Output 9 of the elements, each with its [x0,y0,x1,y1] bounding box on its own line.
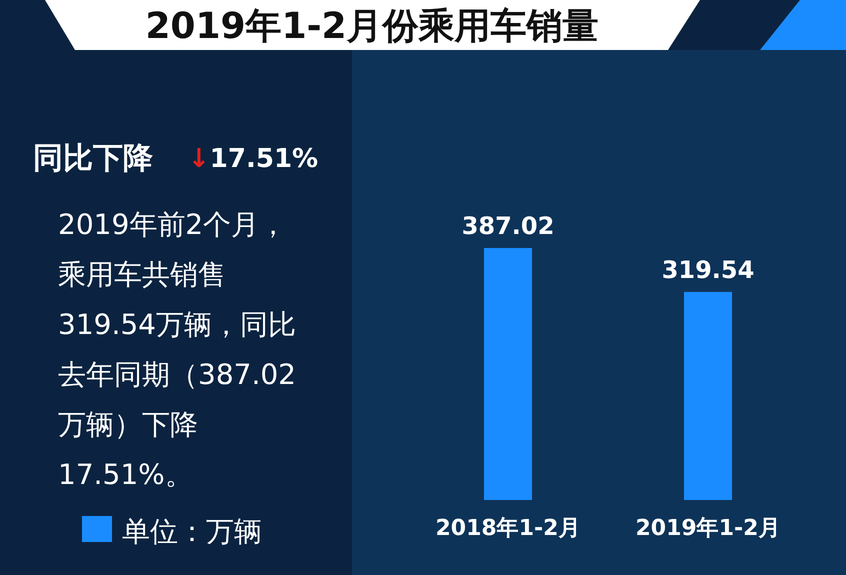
text: 同比下降 [33,141,153,176]
text: ↓17.51% [188,144,318,174]
chart-title: 2019年1-2月份乘用车销量 [145,6,599,47]
data-label: 319.54 [662,256,754,284]
data-label: 387.02 [462,212,554,240]
text: 2019年前2个月，乘用车共销售319.54万辆，同比去年同期（387.02万辆）下降17.51%。 [58,207,297,493]
x-tick-label: 2019年1-2月 [636,516,780,541]
x-tick-label: 2018年1-2月 [436,516,580,541]
legend-label: 单位：万辆 [122,515,262,548]
